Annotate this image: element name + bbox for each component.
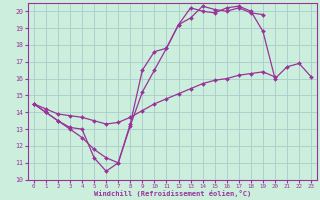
X-axis label: Windchill (Refroidissement éolien,°C): Windchill (Refroidissement éolien,°C)	[94, 190, 251, 197]
